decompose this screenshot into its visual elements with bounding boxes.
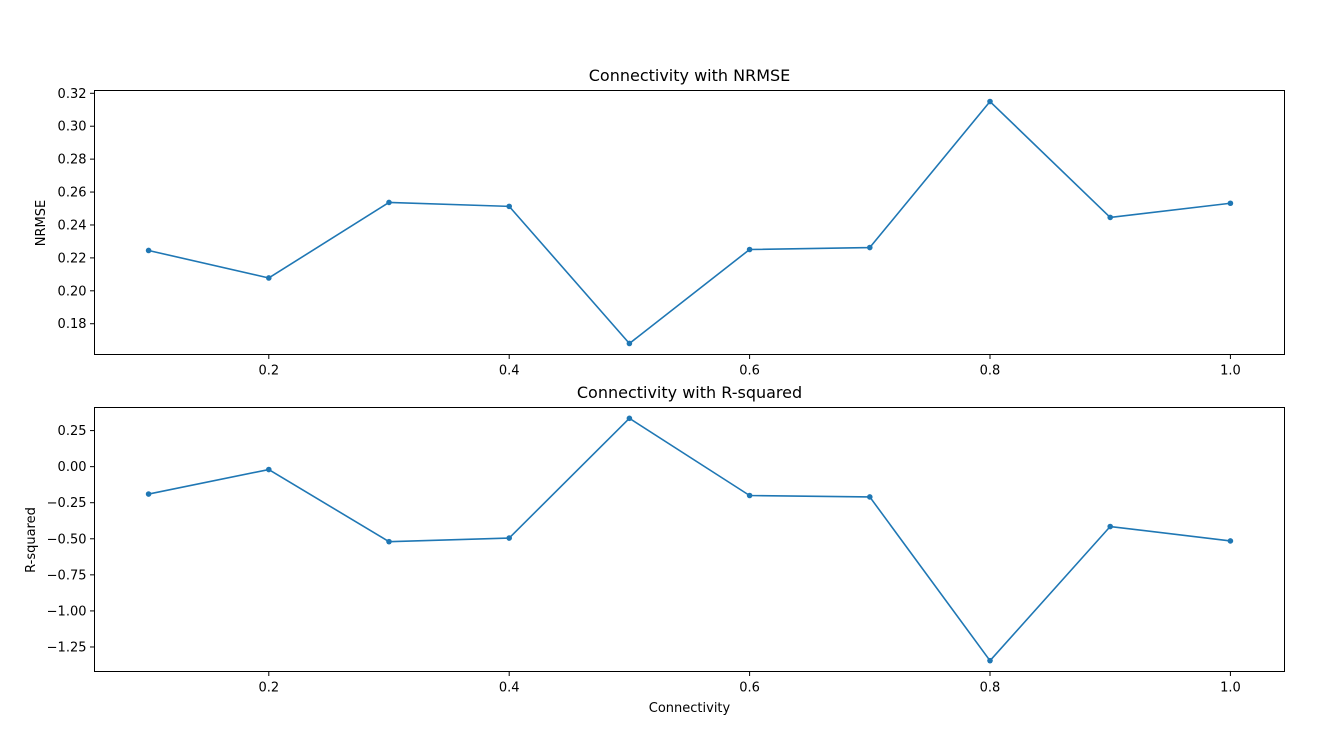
nrmse-x-tick-label: 0.6: [739, 364, 760, 379]
rsquared-data-point: [1107, 523, 1114, 530]
rsquared-data-point: [987, 657, 993, 664]
rsquared-series-line: [148, 417, 1231, 662]
rsquared-y-tick-label: −1.00: [47, 604, 87, 619]
nrmse-data-point: [987, 98, 993, 105]
nrmse-x-tick-label: 0.4: [499, 364, 520, 379]
nrmse-y-tick-label: 0.20: [58, 284, 87, 299]
rsquared-y-tick-label: −0.50: [47, 532, 87, 547]
rsquared-data-point: [746, 492, 753, 499]
nrmse-x-tick-label: 1.0: [1220, 364, 1241, 379]
rsquared-data-point: [506, 535, 512, 541]
nrmse-data-point: [746, 246, 753, 253]
rsquared-data-point: [145, 491, 152, 497]
rsquared-data-point: [265, 466, 272, 473]
nrmse-data-point: [1107, 214, 1114, 221]
nrmse-y-tick-label: 0.22: [58, 251, 87, 266]
rsquared-data-point: [626, 415, 633, 422]
rsquared-y-tick-label: −1.25: [47, 640, 87, 655]
nrmse-data-point: [626, 340, 633, 347]
rsquared-x-axis-label: Connectivity: [649, 701, 731, 716]
nrmse-marks: [145, 98, 1234, 347]
nrmse-data-point: [265, 275, 272, 281]
rsquared-data-point: [1227, 538, 1234, 544]
nrmse-x-tick-label: 0.8: [980, 364, 1001, 379]
nrmse-y-tick-label: 0.26: [58, 186, 87, 201]
rsquared-x-tick-label: 0.8: [980, 681, 1001, 696]
nrmse-y-axis-label: NRMSE: [34, 200, 49, 246]
nrmse-plot-frame: [94, 90, 1285, 355]
nrmse-x-tick-label: 0.2: [258, 364, 279, 379]
rsquared-x-tick-label: 1.0: [1220, 681, 1241, 696]
rsquared-y-axis-label: R-squared: [24, 507, 39, 573]
rsquared-marks: [145, 415, 1234, 664]
nrmse-chart-title: Connectivity with NRMSE: [589, 66, 791, 85]
nrmse-data-point: [145, 247, 152, 254]
rsquared-panel: Connectivity with R-squared R-squared Co…: [24, 383, 1285, 716]
rsquared-plot-frame: [94, 407, 1285, 672]
rsquared-y-tick-label: −0.75: [47, 568, 87, 583]
nrmse-panel: Connectivity with NRMSE NRMSE 0.2 0.4 0.6 0…: [34, 66, 1285, 379]
nrmse-data-point: [506, 203, 512, 210]
nrmse-y-tick-label: 0.28: [58, 153, 87, 168]
rsquared-y-tick-label: 0.25: [58, 424, 87, 439]
nrmse-data-point: [386, 199, 392, 206]
nrmse-y-tick-label: 0.30: [58, 120, 87, 135]
nrmse-y-tick-label: 0.32: [58, 87, 87, 102]
rsquared-data-point: [386, 538, 392, 545]
nrmse-data-point: [1227, 200, 1234, 207]
rsquared-x-tick-label: 0.6: [739, 681, 760, 696]
nrmse-ticks: 0.2 0.4 0.6 0.8 1.0 0.18 0.20 0.22 0.24 0.26 0.28 0…: [58, 87, 1241, 379]
rsquared-y-tick-label: 0.00: [58, 460, 87, 475]
rsquared-y-tick-label: −0.25: [47, 496, 87, 511]
rsquared-x-tick-label: 0.4: [499, 681, 520, 696]
rsquared-chart-title: Connectivity with R-squared: [577, 383, 802, 402]
rsquared-x-tick-label: 0.2: [258, 681, 279, 696]
rsquared-ticks: 0.2 0.4 0.6 0.8 1.0 −1.25 −1.00 −0.75 −0.50 −0.25…: [47, 424, 1241, 695]
rsquared-data-point: [867, 494, 873, 500]
nrmse-y-tick-label: 0.24: [58, 218, 87, 233]
nrmse-data-point: [867, 244, 873, 251]
nrmse-y-tick-label: 0.18: [58, 317, 87, 332]
nrmse-series-line: [148, 100, 1231, 345]
